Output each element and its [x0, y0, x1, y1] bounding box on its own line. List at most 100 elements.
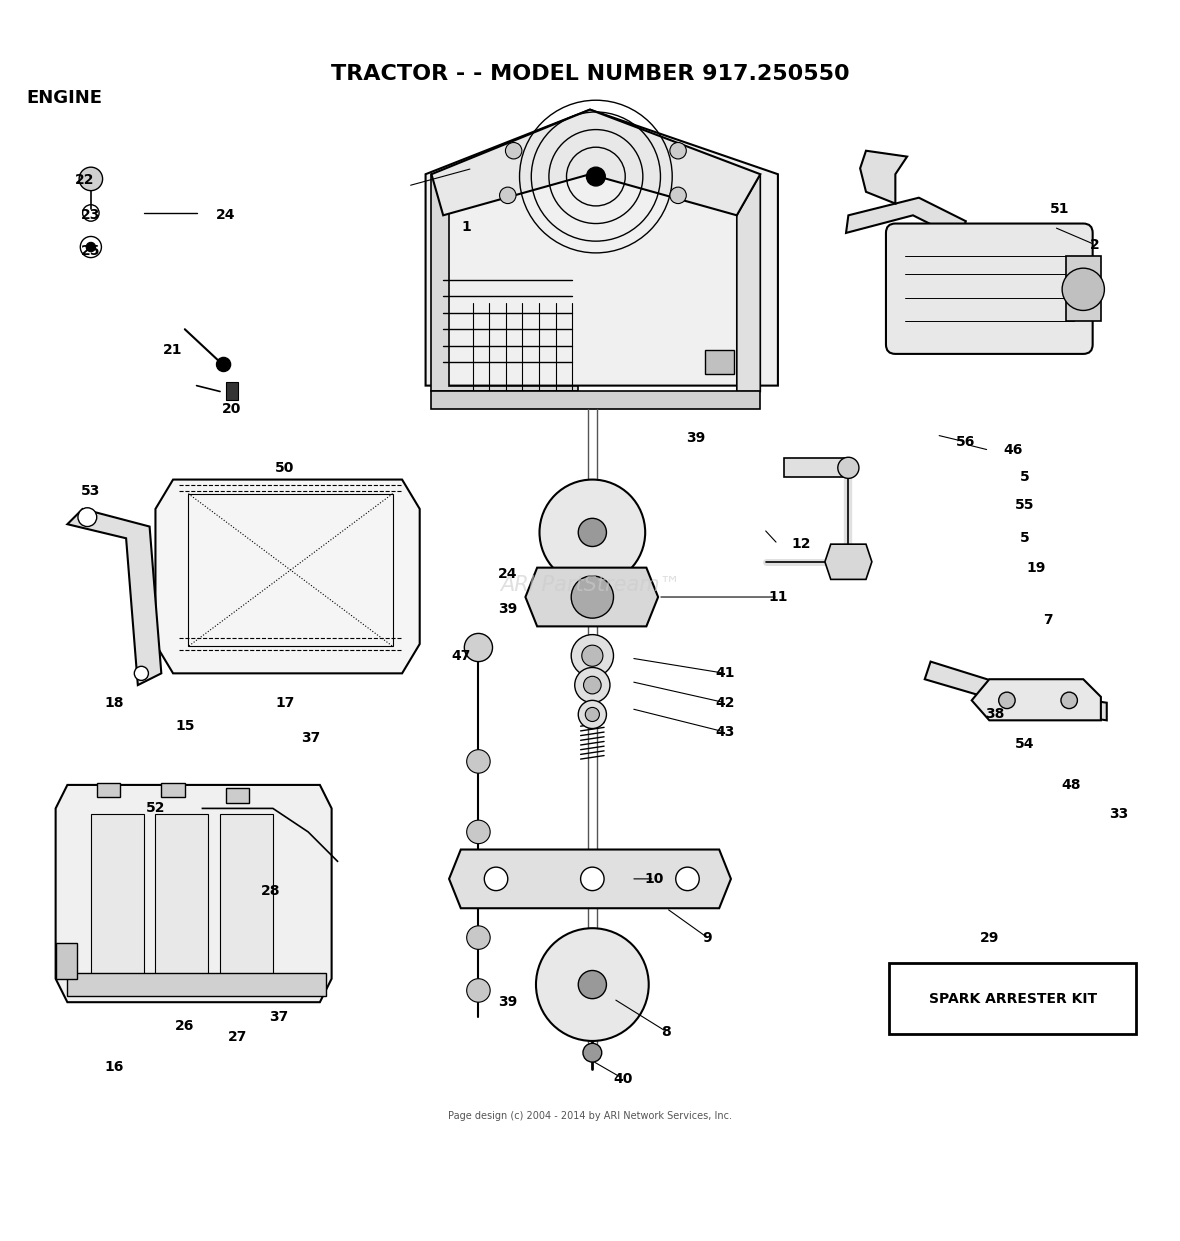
Text: 55: 55: [1015, 499, 1035, 513]
Circle shape: [581, 867, 604, 891]
Circle shape: [571, 634, 614, 676]
Bar: [225, 382, 237, 400]
Circle shape: [676, 867, 700, 891]
Text: 20: 20: [222, 402, 242, 416]
FancyBboxPatch shape: [886, 223, 1093, 354]
Circle shape: [582, 645, 603, 666]
Polygon shape: [432, 391, 760, 410]
Bar: [162, 783, 185, 797]
Text: 54: 54: [1015, 737, 1035, 751]
Polygon shape: [432, 174, 578, 391]
Circle shape: [466, 750, 490, 773]
Text: 5: 5: [1020, 470, 1029, 484]
Text: 56: 56: [956, 436, 976, 449]
Circle shape: [505, 143, 522, 159]
Circle shape: [536, 928, 649, 1041]
Polygon shape: [525, 567, 658, 627]
Text: 19: 19: [1027, 561, 1045, 575]
Bar: [219, 814, 273, 979]
Text: 27: 27: [228, 1030, 248, 1045]
Bar: [225, 788, 249, 803]
Text: 23: 23: [81, 208, 100, 222]
Text: 18: 18: [105, 696, 124, 710]
Polygon shape: [971, 679, 1101, 720]
Text: 50: 50: [275, 460, 294, 475]
Text: 43: 43: [715, 725, 735, 740]
Circle shape: [499, 187, 516, 204]
Polygon shape: [67, 509, 162, 685]
Circle shape: [1061, 692, 1077, 709]
Circle shape: [838, 457, 859, 478]
Bar: [97, 783, 120, 797]
Text: 1: 1: [461, 220, 472, 235]
Text: 29: 29: [979, 931, 999, 944]
Text: 5: 5: [1020, 531, 1029, 545]
Polygon shape: [860, 150, 907, 204]
Polygon shape: [925, 661, 1107, 720]
Text: 41: 41: [715, 666, 735, 680]
Circle shape: [575, 668, 610, 702]
Text: 37: 37: [301, 731, 320, 745]
Polygon shape: [784, 458, 848, 478]
Bar: [706, 350, 734, 374]
Text: SPARK ARRESTER KIT: SPARK ARRESTER KIT: [929, 992, 1097, 1005]
Text: TRACTOR - - MODEL NUMBER 917.250550: TRACTOR - - MODEL NUMBER 917.250550: [330, 65, 850, 84]
Circle shape: [135, 666, 149, 680]
Text: 52: 52: [145, 802, 165, 815]
Text: 48: 48: [1062, 778, 1081, 792]
Circle shape: [578, 519, 607, 546]
Circle shape: [465, 633, 492, 661]
Text: 39: 39: [686, 432, 706, 446]
Circle shape: [484, 867, 507, 891]
Text: 51: 51: [1050, 202, 1069, 216]
Polygon shape: [846, 197, 965, 238]
Text: 11: 11: [768, 589, 788, 604]
Text: ARI PartStream™: ARI PartStream™: [500, 576, 680, 596]
Circle shape: [584, 676, 601, 694]
Circle shape: [998, 692, 1015, 709]
Text: 33: 33: [1109, 808, 1128, 822]
Circle shape: [578, 970, 607, 999]
Circle shape: [466, 820, 490, 844]
Circle shape: [578, 700, 607, 728]
Text: 24: 24: [216, 208, 236, 222]
Text: 21: 21: [163, 344, 183, 357]
Text: 39: 39: [498, 602, 517, 616]
Text: 8: 8: [662, 1025, 671, 1039]
Circle shape: [539, 479, 645, 586]
Circle shape: [670, 143, 687, 159]
Polygon shape: [825, 544, 872, 580]
Text: 53: 53: [81, 484, 100, 499]
Text: 25: 25: [81, 243, 100, 258]
Polygon shape: [55, 784, 332, 1003]
Text: 16: 16: [105, 1060, 124, 1073]
Text: 40: 40: [614, 1071, 632, 1086]
Text: 17: 17: [275, 696, 294, 710]
Text: 46: 46: [1003, 443, 1023, 457]
Polygon shape: [426, 109, 778, 386]
Bar: [55, 943, 77, 979]
Text: ENGINE: ENGINE: [26, 89, 103, 107]
Text: 28: 28: [261, 884, 281, 897]
Circle shape: [86, 242, 96, 252]
Text: 24: 24: [498, 567, 518, 581]
Bar: [156, 814, 209, 979]
Text: 12: 12: [792, 537, 811, 551]
Text: 2: 2: [1090, 238, 1100, 252]
Bar: [1066, 257, 1101, 321]
Circle shape: [670, 187, 687, 204]
Text: 47: 47: [451, 649, 471, 663]
Circle shape: [586, 168, 605, 186]
Text: 39: 39: [498, 995, 517, 1009]
Circle shape: [583, 1044, 602, 1062]
Bar: [67, 973, 326, 997]
Text: 26: 26: [175, 1019, 195, 1033]
Polygon shape: [736, 174, 760, 391]
Polygon shape: [432, 109, 760, 216]
Text: 38: 38: [985, 707, 1005, 721]
Text: 37: 37: [269, 1010, 288, 1025]
Circle shape: [571, 576, 614, 618]
Polygon shape: [450, 850, 730, 908]
Text: 22: 22: [76, 172, 94, 187]
Circle shape: [1062, 268, 1104, 310]
